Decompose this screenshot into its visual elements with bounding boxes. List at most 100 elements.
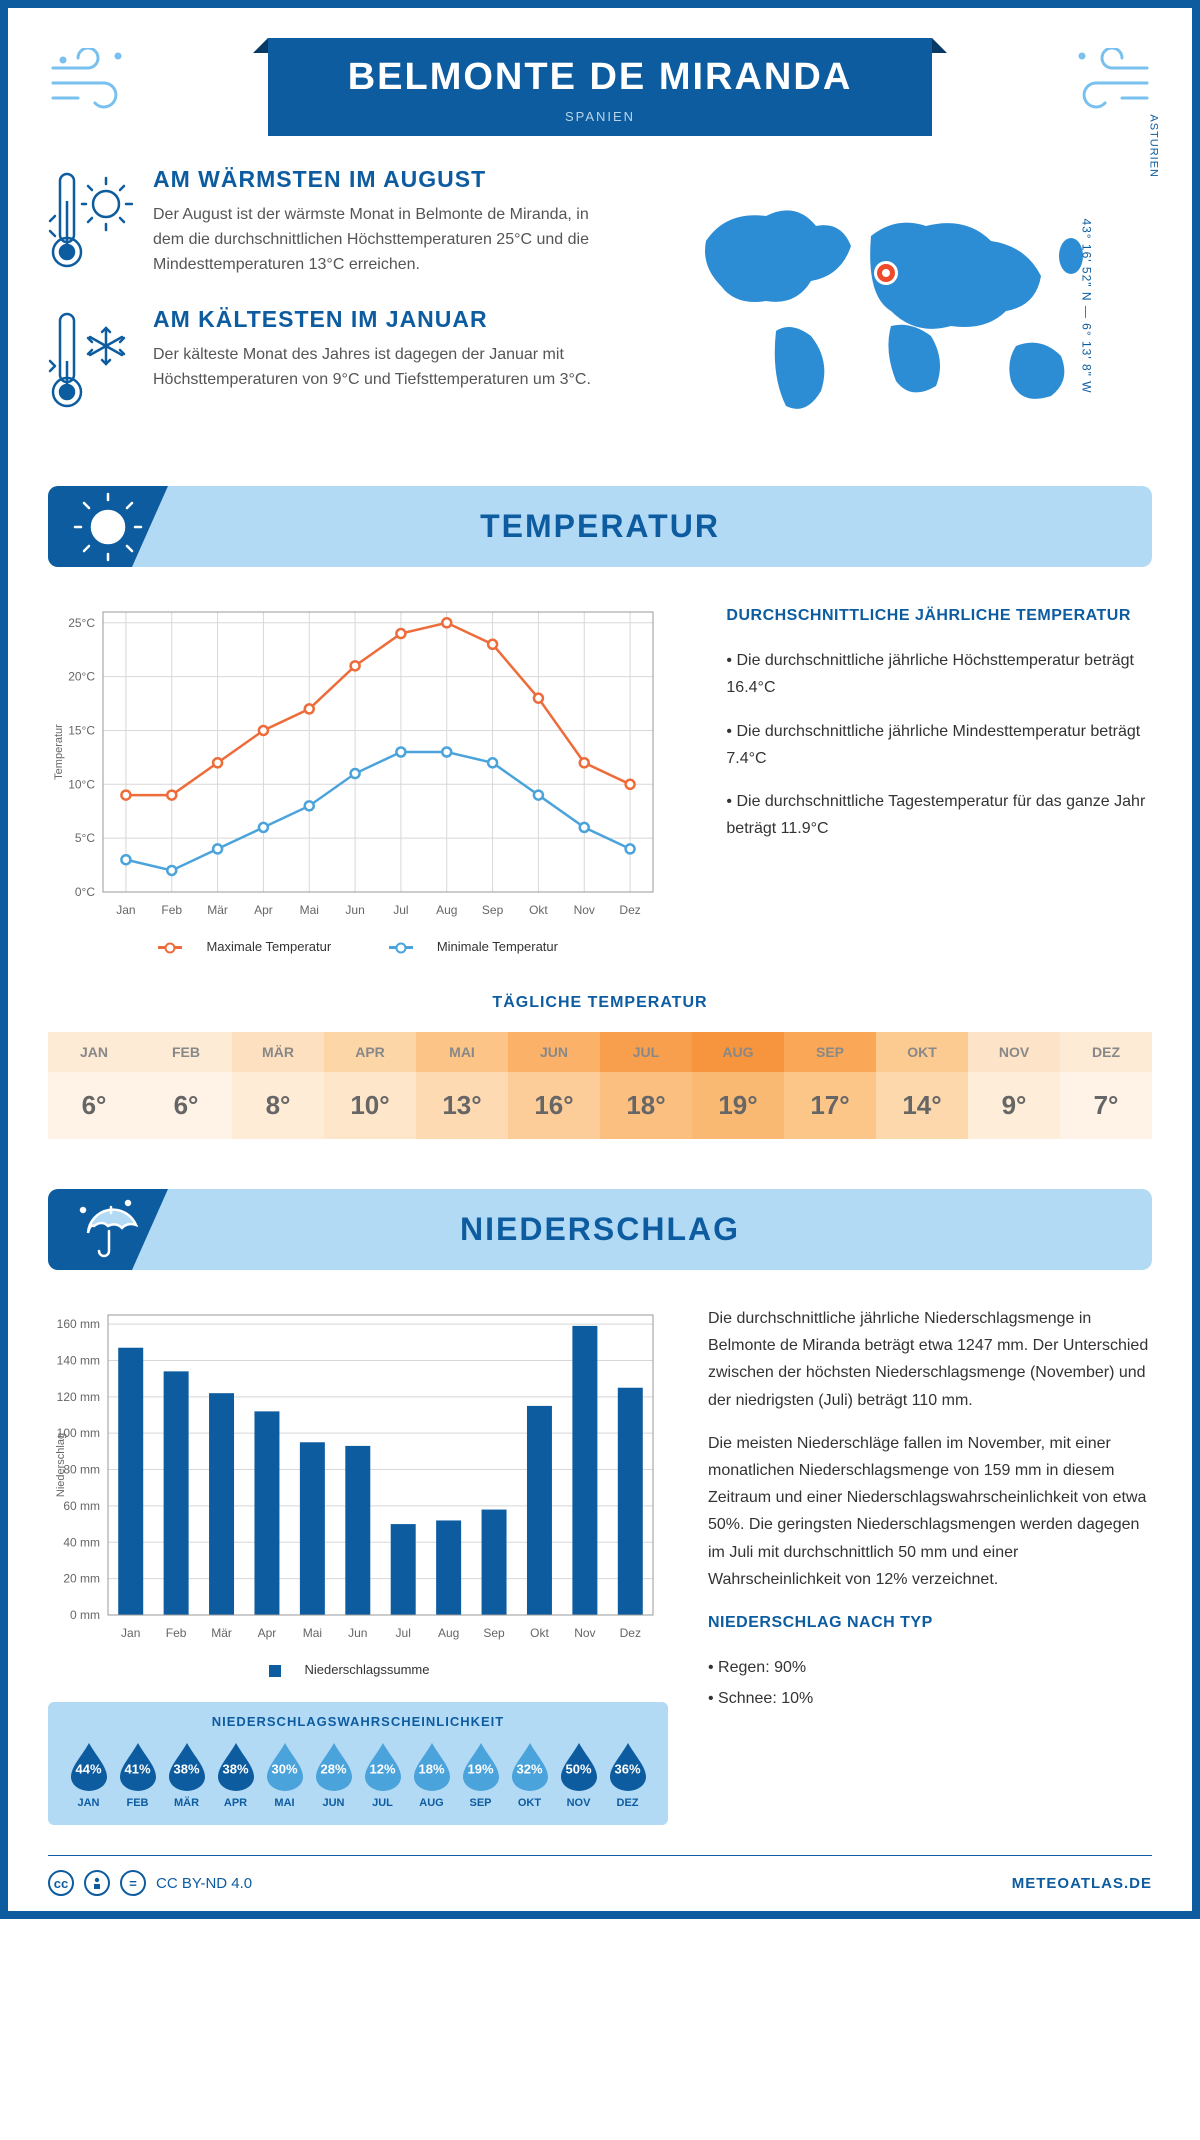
svg-text:Feb: Feb (166, 1626, 187, 1640)
thermometer-sun-icon (48, 166, 133, 281)
temp-info: DURCHSCHNITTLICHE JÄHRLICHE TEMPERATUR •… (726, 602, 1152, 954)
svg-text:Okt: Okt (530, 1626, 549, 1640)
section-header-temp: TEMPERATUR (48, 486, 1152, 567)
map-column: ASTURIEN 43° 16' 52" N — 6° 13' 8" W (641, 166, 1152, 446)
temp-cell: MÄR 8° (232, 1032, 324, 1139)
svg-text:Jul: Jul (396, 1626, 411, 1640)
svg-text:Mai: Mai (303, 1626, 322, 1640)
fact-cold-text: Der kälteste Monat des Jahres ist dagege… (153, 343, 611, 393)
svg-text:Jan: Jan (121, 1626, 140, 1640)
temp-cell: FEB 6° (140, 1032, 232, 1139)
daily-temp-grid: JAN 6° FEB 6° MÄR 8° APR 10° MAI 13° JUN… (48, 1032, 1152, 1139)
drop: 32% OKT (505, 1741, 554, 1809)
svg-text:Aug: Aug (436, 903, 457, 917)
svg-text:Aug: Aug (438, 1626, 459, 1640)
temp-cell: JUL 18° (600, 1032, 692, 1139)
title-banner: BELMONTE DE MIRANDA SPANIEN (268, 38, 933, 136)
section-title-temp: TEMPERATUR (48, 508, 1152, 545)
daily-temp-heading: TÄGLICHE TEMPERATUR (48, 994, 1152, 1012)
temp-cell: AUG 19° (692, 1032, 784, 1139)
temp-cell: NOV 9° (968, 1032, 1060, 1139)
fact-cold-heading: AM KÄLTESTEN IM JANUAR (153, 306, 611, 333)
precip-legend-label: Niederschlagssumme (305, 1662, 430, 1677)
temp-cell: OKT 14° (876, 1032, 968, 1139)
temp-info-b2: • Die durchschnittliche jährliche Mindes… (726, 718, 1152, 772)
precip-legend: Niederschlagssumme (48, 1662, 668, 1677)
svg-text:0 mm: 0 mm (70, 1608, 100, 1622)
header: BELMONTE DE MIRANDA SPANIEN (48, 38, 1152, 136)
fact-warm-text: Der August ist der wärmste Monat in Belm… (153, 203, 611, 277)
svg-text:80 mm: 80 mm (63, 1463, 100, 1477)
license-text: CC BY-ND 4.0 (156, 1875, 252, 1892)
svg-text:Apr: Apr (254, 903, 273, 917)
temp-row: 0°C5°C10°C15°C20°C25°CJanFebMärAprMaiJun… (48, 602, 1152, 954)
sun-icon (48, 486, 168, 567)
temp-legend: Maximale Temperatur Minimale Temperatur (48, 939, 686, 954)
svg-text:140 mm: 140 mm (57, 1353, 100, 1367)
svg-text:60 mm: 60 mm (63, 1499, 100, 1513)
drop: 36% DEZ (603, 1741, 652, 1809)
temp-info-b3: • Die durchschnittliche Tagestemperatur … (726, 788, 1152, 842)
precip-left: 0 mm20 mm40 mm60 mm80 mm100 mm120 mm140 … (48, 1305, 668, 1825)
precip-snow: • Schnee: 10% (708, 1685, 1152, 1712)
precip-p1: Die durchschnittliche jährliche Niedersc… (708, 1305, 1152, 1414)
svg-text:Feb: Feb (161, 903, 182, 917)
svg-text:Sep: Sep (483, 1626, 505, 1640)
precip-p2: Die meisten Niederschläge fallen im Nove… (708, 1430, 1152, 1593)
drop: 41% FEB (113, 1741, 162, 1809)
svg-text:Temperatur: Temperatur (53, 724, 65, 780)
footer-site: METEOATLAS.DE (1012, 1875, 1152, 1892)
section-title-precip: NIEDERSCHLAG (48, 1211, 1152, 1248)
wind-icon-right (1062, 48, 1152, 118)
coords-label: 43° 16' 52" N — 6° 13' 8" W (1079, 218, 1093, 393)
precip-info: Die durchschnittliche jährliche Niedersc… (708, 1305, 1152, 1825)
svg-text:Nov: Nov (574, 903, 595, 917)
temp-cell: JAN 6° (48, 1032, 140, 1139)
precip-row: 0 mm20 mm40 mm60 mm80 mm100 mm120 mm140 … (48, 1305, 1152, 1825)
intro-row: AM WÄRMSTEN IM AUGUST Der August ist der… (48, 166, 1152, 446)
fact-warmest: AM WÄRMSTEN IM AUGUST Der August ist der… (48, 166, 611, 281)
temp-cell: APR 10° (324, 1032, 416, 1139)
svg-text:Jun: Jun (348, 1626, 367, 1640)
svg-text:Dez: Dez (619, 903, 640, 917)
svg-text:Jan: Jan (116, 903, 135, 917)
drop: 19% SEP (456, 1741, 505, 1809)
svg-text:160 mm: 160 mm (57, 1317, 100, 1331)
svg-text:20°C: 20°C (68, 670, 95, 684)
svg-text:Niederschlag: Niederschlag (55, 1433, 67, 1497)
facts-column: AM WÄRMSTEN IM AUGUST Der August ist der… (48, 166, 611, 446)
umbrella-icon (48, 1189, 168, 1270)
svg-text:Apr: Apr (258, 1626, 277, 1640)
drops-row: 44% JAN 41% FEB 38% MÄR 38% APR (64, 1741, 652, 1809)
fact-coldest: AM KÄLTESTEN IM JANUAR Der kälteste Mona… (48, 306, 611, 421)
svg-text:20 mm: 20 mm (63, 1572, 100, 1586)
drop: 18% AUG (407, 1741, 456, 1809)
svg-text:Mär: Mär (211, 1626, 232, 1640)
section-header-precip: NIEDERSCHLAG (48, 1189, 1152, 1270)
temp-info-b1: • Die durchschnittliche jährliche Höchst… (726, 647, 1152, 701)
precip-rain: • Regen: 90% (708, 1654, 1152, 1681)
drop: 38% MÄR (162, 1741, 211, 1809)
footer: cc = CC BY-ND 4.0 METEOATLAS.DE (48, 1855, 1152, 1896)
svg-text:Dez: Dez (620, 1626, 641, 1640)
wind-icon-left (48, 48, 138, 118)
page-title: BELMONTE DE MIRANDA (348, 56, 853, 99)
world-map-icon (676, 181, 1116, 431)
svg-text:Mär: Mär (207, 903, 228, 917)
drop: 38% APR (211, 1741, 260, 1809)
svg-text:5°C: 5°C (75, 831, 95, 845)
svg-text:0°C: 0°C (75, 885, 95, 899)
svg-text:Jul: Jul (393, 903, 408, 917)
svg-text:Jun: Jun (345, 903, 364, 917)
svg-text:Nov: Nov (574, 1626, 595, 1640)
precip-type-heading: NIEDERSCHLAG NACH TYP (708, 1609, 1152, 1636)
precip-probability-box: NIEDERSCHLAGSWAHRSCHEINLICHKEIT 44% JAN … (48, 1702, 668, 1825)
thermometer-snow-icon (48, 306, 133, 421)
svg-text:10°C: 10°C (68, 777, 95, 791)
infographic-page: BELMONTE DE MIRANDA SPANIEN AM WÄRMSTEN … (0, 0, 1200, 1919)
svg-text:15°C: 15°C (68, 723, 95, 737)
temp-cell: MAI 13° (416, 1032, 508, 1139)
svg-text:25°C: 25°C (68, 616, 95, 630)
drop: 44% JAN (64, 1741, 113, 1809)
temp-info-heading: DURCHSCHNITTLICHE JÄHRLICHE TEMPERATUR (726, 602, 1152, 629)
